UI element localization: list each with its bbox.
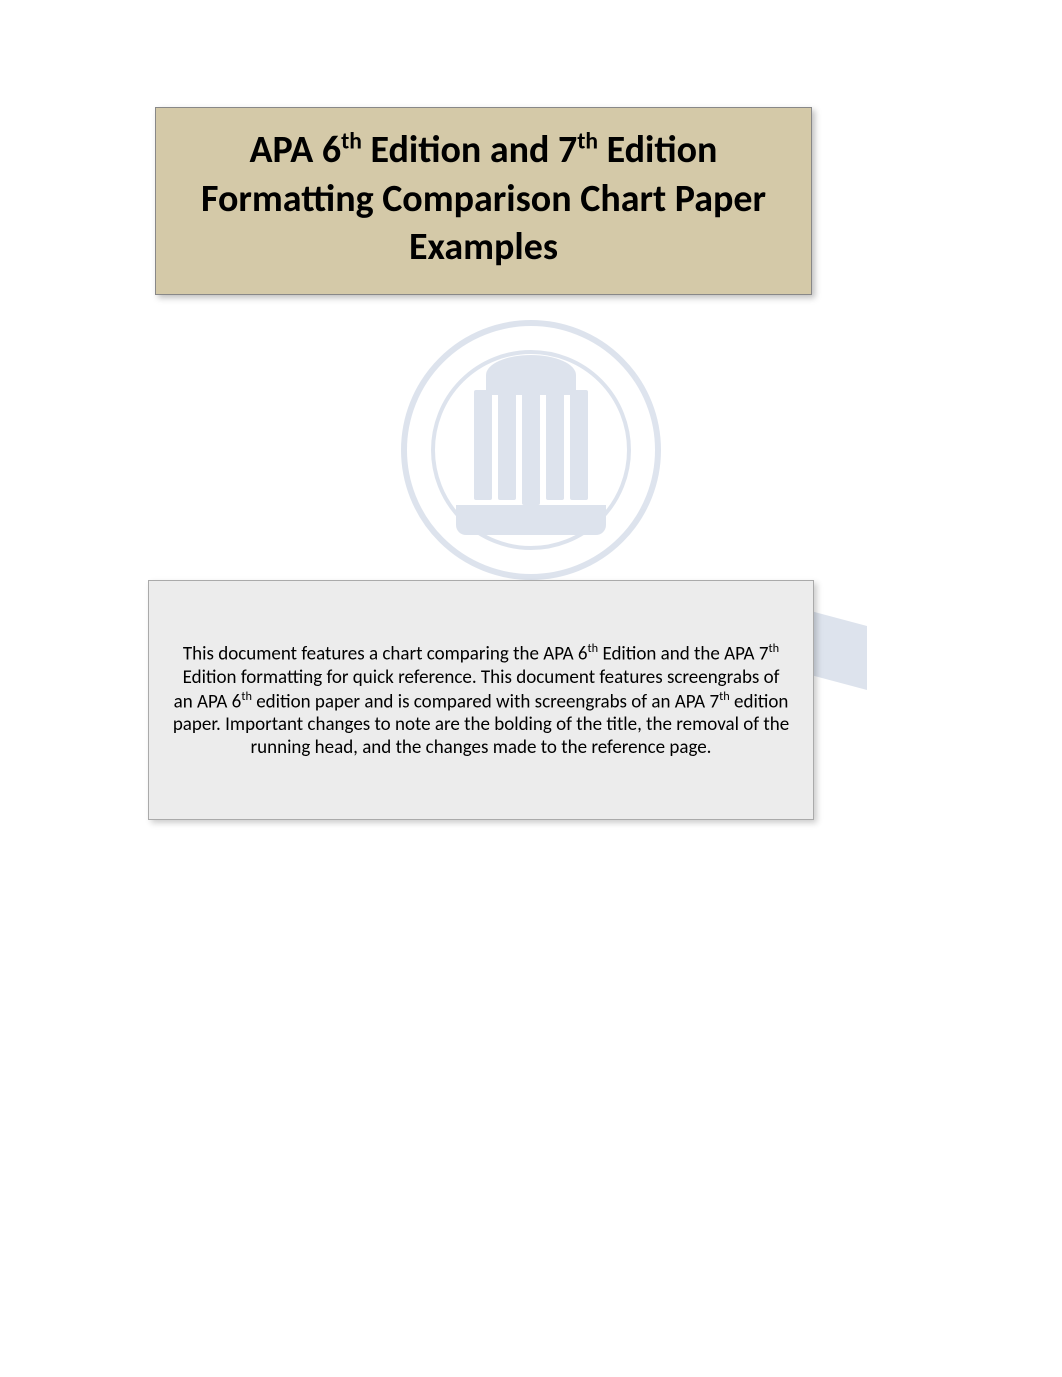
desc-part: Edition and the APA 7: [598, 642, 768, 665]
title-part: Edition: [598, 127, 717, 173]
description-box: This document features a chart comparing…: [148, 580, 814, 820]
title-box: APA 6th Edition and 7th Edition Formatti…: [155, 107, 812, 295]
seal-icon: [401, 320, 661, 580]
title-part: APA 6: [250, 127, 342, 173]
title-sup: th: [577, 127, 598, 155]
desc-sup: th: [588, 641, 599, 656]
description-text: This document features a chart comparing…: [171, 641, 791, 760]
title-part: Edition and 7: [362, 127, 577, 173]
desc-sup: th: [241, 689, 252, 704]
title-part: Examples: [409, 224, 558, 270]
desc-part: This document features a chart comparing…: [183, 642, 588, 665]
title-part: Formatting Comparison Chart Paper: [201, 176, 766, 222]
desc-part: edition paper and is compared with scree…: [252, 690, 719, 713]
title-sup: th: [341, 127, 362, 155]
page-title: APA 6th Edition and 7th Edition Formatti…: [186, 126, 781, 272]
desc-sup: th: [719, 689, 730, 704]
desc-sup: th: [768, 641, 779, 656]
